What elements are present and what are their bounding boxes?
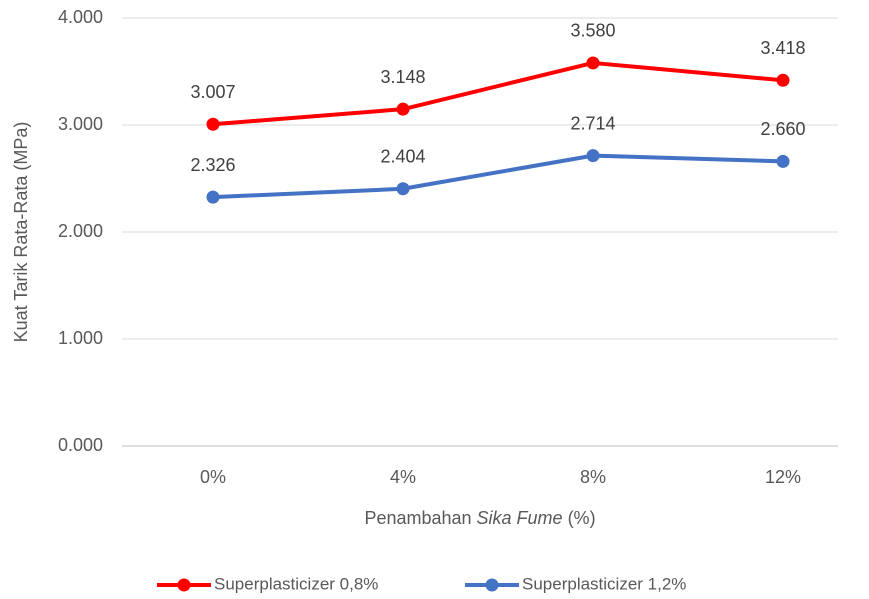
data-point: [776, 154, 790, 168]
data-label: 2.326: [190, 155, 235, 175]
legend-label: Superplasticizer 1,2%: [522, 574, 686, 593]
y-tick-label: 1.000: [58, 328, 103, 348]
data-point: [206, 190, 220, 204]
y-tick-label: 2.000: [58, 221, 103, 241]
data-label: 3.148: [380, 67, 425, 87]
x-tick-label: 0%: [200, 467, 226, 487]
data-point: [586, 56, 600, 70]
data-label: 3.007: [190, 82, 235, 102]
data-point: [776, 73, 790, 87]
x-axis-title-part: Sika Fume: [477, 508, 563, 528]
x-tick-label: 12%: [765, 467, 801, 487]
series-line: [212, 60, 784, 127]
y-tick-label: 0.000: [58, 435, 103, 455]
legend-label: Superplasticizer 0,8%: [214, 574, 378, 593]
y-tick-label: 4.000: [58, 7, 103, 27]
data-point: [206, 117, 220, 131]
legend-marker: [485, 578, 499, 592]
legend-marker: [177, 578, 191, 592]
x-tick-label: 8%: [580, 467, 606, 487]
x-axis-title: Penambahan Sika Fume (%): [364, 508, 595, 528]
data-label: 2.714: [570, 113, 615, 133]
x-tick-label: 4%: [390, 467, 416, 487]
series-line: [212, 153, 784, 200]
data-label: 3.418: [760, 38, 805, 58]
data-label: 2.404: [380, 147, 425, 167]
data-point: [396, 102, 410, 116]
x-axis-title-part: (%): [563, 508, 596, 528]
data-point: [396, 182, 410, 196]
y-tick-label: 3.000: [58, 114, 103, 134]
data-label: 3.580: [570, 21, 615, 41]
y-axis-title: Kuat Tarik Rata-Rata (MPa): [11, 122, 31, 343]
data-label: 2.660: [760, 119, 805, 139]
x-axis-title-part: Penambahan: [364, 508, 476, 528]
data-point: [586, 149, 600, 163]
